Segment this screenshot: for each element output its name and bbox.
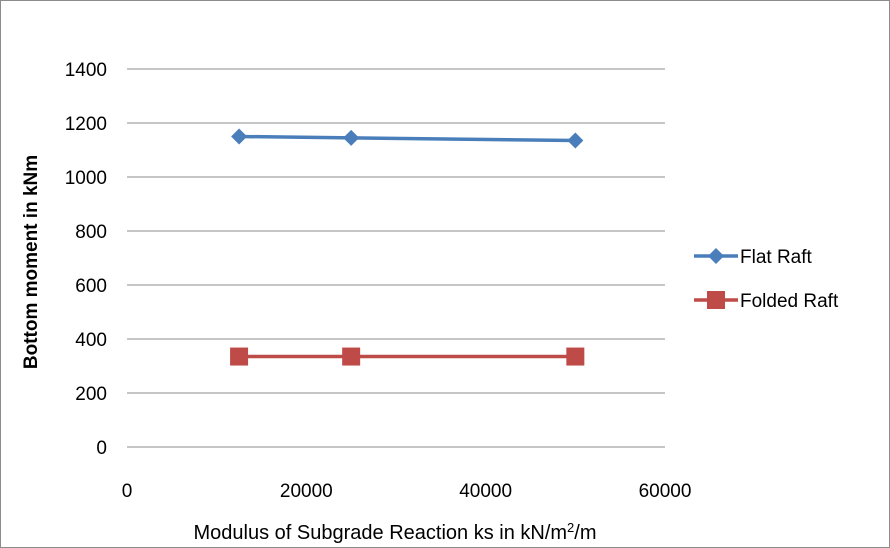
- x-axis-title-tail: /m: [574, 522, 596, 544]
- x-tick-labels: 0 20000 40000 60000: [122, 481, 692, 502]
- series-folded-raft: [230, 347, 585, 366]
- data-point-flat-raft: [343, 129, 360, 146]
- gridlines: [127, 68, 665, 394]
- y-tick-label: 800: [75, 222, 107, 243]
- legend-item-folded-raft: Folded Raft: [694, 291, 839, 312]
- x-tick-label: 40000: [459, 481, 512, 502]
- series-flat-raft: [231, 128, 584, 149]
- legend-marker: [707, 291, 725, 309]
- data-point-flat-raft: [231, 128, 248, 145]
- y-tick-label: 600: [75, 276, 107, 297]
- legend-label: Flat Raft: [740, 247, 813, 268]
- legend-item-flat-raft: Flat Raft: [694, 247, 813, 268]
- y-tick-label: 0: [96, 438, 107, 459]
- y-tick-label: 1400: [65, 60, 107, 81]
- x-axis-title: Modulus of Subgrade Reaction ks in kN/m2…: [194, 520, 597, 545]
- y-tick-label: 200: [75, 384, 107, 405]
- y-tick-label: 1000: [65, 168, 107, 189]
- legend: Flat Raft Folded Raft: [694, 247, 839, 312]
- y-tick-labels: 0 200 400 600 800 1000 1200 1400: [65, 60, 107, 459]
- data-point-folded-raft: [566, 347, 585, 366]
- y-axis-title: Bottom moment in kNm: [21, 155, 42, 369]
- x-tick-label: 60000: [639, 481, 692, 502]
- x-tick-label: 20000: [280, 481, 333, 502]
- series-line-flat-raft: [239, 134, 576, 143]
- legend-marker: [708, 248, 724, 264]
- y-tick-label: 400: [75, 330, 107, 351]
- y-tick-label: 1200: [65, 114, 107, 135]
- data-point-folded-raft: [230, 347, 249, 366]
- data-point-folded-raft: [342, 347, 361, 366]
- series-layer: [230, 128, 585, 366]
- x-tick-label: 0: [122, 481, 133, 502]
- data-point-flat-raft: [567, 132, 584, 149]
- x-axis-title-main: Modulus of Subgrade Reaction ks in kN/m: [194, 522, 568, 544]
- x-axis-title-sup: 2: [567, 520, 574, 535]
- legend-label: Folded Raft: [740, 291, 839, 312]
